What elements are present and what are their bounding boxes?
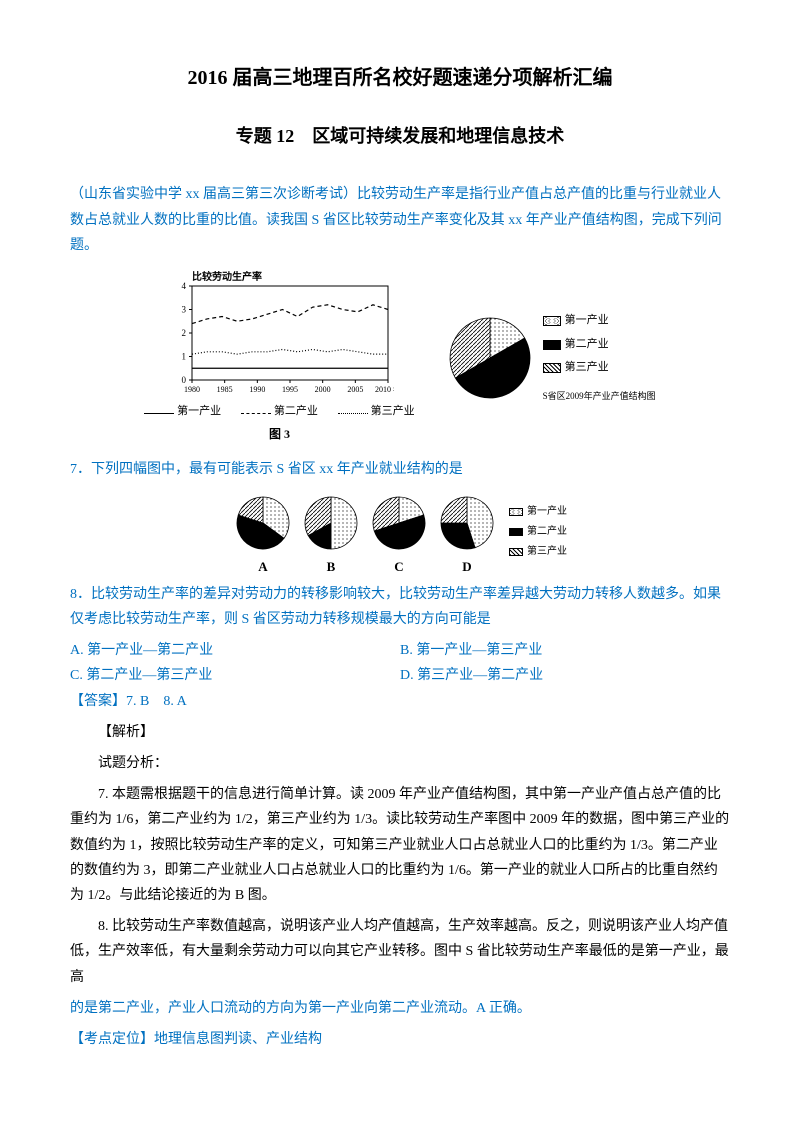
q8-option-c: C. 第二产业—第三产业 xyxy=(70,663,400,688)
svg-text:1990: 1990 xyxy=(250,385,266,394)
pie-option-chart xyxy=(369,493,429,553)
pie-option-b: B xyxy=(301,493,361,578)
figure-caption: 图 3 xyxy=(269,424,290,446)
sub-title: 专题 12 区域可持续发展和地理信息技术 xyxy=(70,120,730,152)
pie-option-label: A xyxy=(258,555,267,578)
svg-text:2: 2 xyxy=(182,328,187,338)
answer: 【答案】7. B 8. A xyxy=(70,689,730,714)
svg-text:3: 3 xyxy=(182,304,187,314)
svg-text:2000: 2000 xyxy=(315,385,331,394)
legend-item-2: 第二产业 xyxy=(543,335,656,355)
legend-series-2: 第二产业 xyxy=(241,402,318,422)
pie-option-a: A xyxy=(233,493,293,578)
legend-item-1: 第一产业 xyxy=(543,311,656,331)
pie-option-c: C xyxy=(369,493,429,578)
line-chart-legend: 第一产业 第二产业 第三产业 xyxy=(144,402,414,422)
svg-text:1: 1 xyxy=(182,351,187,361)
q8-option-a: A. 第一产业—第二产业 xyxy=(70,638,400,663)
pie-main xyxy=(445,313,535,403)
kaodian: 【考点定位】地理信息图判读、产业结构 xyxy=(70,1027,730,1052)
pie-main-legend: 第一产业 第二产业 第三产业 S省区2009年产业产值结构图 xyxy=(543,311,656,405)
pie-option-label: B xyxy=(327,555,336,578)
legend-series-1: 第一产业 xyxy=(144,402,221,422)
pie-option-d: D xyxy=(437,493,497,578)
pie-option-label: D xyxy=(462,555,471,578)
figure-3-row: 比较劳动生产率 0 1 2 3 4 1980 1985 1990 1995 2000 2005 2010… xyxy=(70,270,730,445)
analysis-label: 【解析】 xyxy=(70,720,730,745)
svg-text:1985: 1985 xyxy=(217,385,233,394)
line-chart: 比较劳动生产率 0 1 2 3 4 1980 1985 1990 1995 2000 2005 2010… xyxy=(164,270,394,400)
analysis-intro: 试题分析： xyxy=(70,751,730,776)
pie-options-legend: 第一产业 第二产业 第三产业 xyxy=(509,503,567,561)
svg-text:2005: 2005 xyxy=(348,385,364,394)
q8-option-d: D. 第三产业—第二产业 xyxy=(400,663,730,688)
svg-text:1995: 1995 xyxy=(282,385,298,394)
legend-item-3: 第三产业 xyxy=(543,358,656,378)
question-7: 7．下列四幅图中，最有可能表示 S 省区 xx 年产业就业结构的是 xyxy=(70,457,730,482)
svg-text:4: 4 xyxy=(182,281,187,291)
pie-caption-below: S省区2009年产业产值结构图 xyxy=(543,388,656,404)
pie-option-chart xyxy=(301,493,361,553)
analysis-8-part1: 8. 比较劳动生产率数值越高，说明该产业人均产值越高，生产效率越高。反之，则说明… xyxy=(70,914,730,990)
pie-main-container: 第一产业 第二产业 第三产业 S省区2009年产业产值结构图 xyxy=(445,311,656,405)
q8-option-b: B. 第一产业—第三产业 xyxy=(400,638,730,663)
pie-options-row: A B C D 第一产业 第二产业 第三产业 xyxy=(70,493,730,578)
intro-paragraph: （山东省实验中学 xx 届高三第三次诊断考试）比较劳动生产率是指行业产值占总产值… xyxy=(70,182,730,258)
svg-text:1980: 1980 xyxy=(184,385,200,394)
pie-option-chart xyxy=(437,493,497,553)
pie-option-label: C xyxy=(394,555,403,578)
svg-text:0: 0 xyxy=(182,375,187,385)
legend-series-3: 第三产业 xyxy=(338,402,415,422)
q8-options: A. 第一产业—第二产业 B. 第一产业—第三产业 C. 第二产业—第三产业 D… xyxy=(70,638,730,688)
svg-text:2010 年: 2010 年 xyxy=(375,384,394,394)
line-chart-container: 比较劳动生产率 0 1 2 3 4 1980 1985 1990 1995 2000 2005 2010… xyxy=(144,270,414,445)
question-8: 8．比较劳动生产率的差异对劳动力的转移影响较大，比较劳动生产率差异越大劳动力转移… xyxy=(70,582,730,632)
analysis-7: 7. 本题需根据题干的信息进行简单计算。读 2009 年产业产值结构图，其中第一… xyxy=(70,782,730,908)
main-title: 2016 届高三地理百所名校好题速递分项解析汇编 xyxy=(70,60,730,96)
analysis-8-part2: 的是第二产业，产业人口流动的方向为第一产业向第二产业流动。A 正确。 xyxy=(70,996,730,1021)
svg-text:比较劳动生产率: 比较劳动生产率 xyxy=(192,270,262,283)
pie-option-chart xyxy=(233,493,293,553)
